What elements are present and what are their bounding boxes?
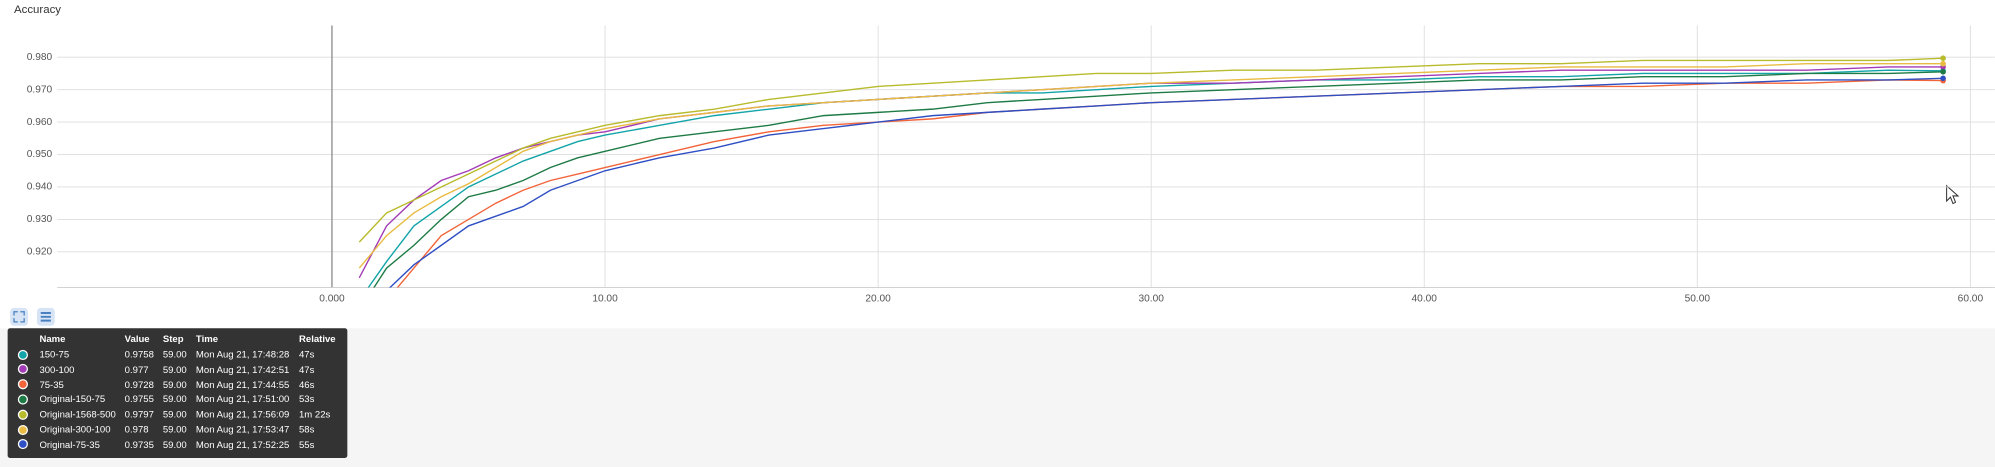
- relative: 1m 22s: [298, 408, 331, 421]
- mouse-cursor: [1946, 184, 1960, 205]
- time: Mon Aug 21, 17:52:25: [195, 438, 290, 451]
- x-tick-label: 0.000: [319, 294, 345, 305]
- time: Mon Aug 21, 17:44:55: [195, 378, 290, 391]
- series-swatch: [17, 349, 28, 360]
- fit-domain-button[interactable]: [10, 307, 28, 326]
- series-value: 0.9758: [124, 348, 154, 361]
- series-name: 150-75: [39, 348, 70, 361]
- time: Mon Aug 21, 17:48:28: [195, 348, 290, 361]
- y-tick-label: 0.980: [27, 52, 53, 63]
- x-tick-label: 60.00: [1958, 294, 1984, 305]
- end-point: [1940, 69, 1946, 75]
- series-swatch: [17, 439, 28, 450]
- y-tick-label: 0.970: [27, 84, 53, 95]
- relative: 58s: [298, 423, 315, 436]
- y-tick-label: 0.950: [27, 149, 53, 160]
- x-tick-label: 10.00: [592, 294, 618, 305]
- relative: 47s: [298, 348, 315, 361]
- y-tick-label: 0.930: [27, 214, 53, 225]
- series-name: Original-150-75: [39, 393, 106, 406]
- relative: 47s: [298, 363, 315, 376]
- relative: 53s: [298, 393, 315, 406]
- series-swatch: [17, 409, 28, 420]
- toggle-log-button[interactable]: [36, 307, 55, 326]
- y-tick-label: 0.940: [27, 182, 53, 193]
- column-header: Relative: [298, 333, 336, 345]
- plot-area: [57, 25, 1995, 288]
- series-name: Original-300-100: [39, 423, 111, 436]
- end-point: [1940, 55, 1946, 62]
- y-tick-label: 0.920: [27, 247, 53, 258]
- series-value: 0.9728: [124, 378, 154, 391]
- series-swatch: [17, 394, 28, 405]
- series-name: Original-1568-500: [39, 408, 116, 421]
- column-header: Value: [124, 333, 150, 345]
- column-header: Name: [39, 333, 66, 345]
- step: 59.00: [162, 408, 187, 421]
- series-name: 75-35: [39, 378, 64, 391]
- y-tick-label: 0.960: [27, 117, 53, 128]
- series-swatch: [17, 424, 28, 435]
- column-header: Time: [195, 333, 219, 345]
- relative: 55s: [298, 438, 315, 451]
- step: 59.00: [162, 393, 187, 406]
- series-value: 0.9735: [124, 438, 154, 451]
- series-swatch: [17, 364, 28, 375]
- step: 59.00: [162, 438, 187, 451]
- x-tick-label: 50.00: [1685, 294, 1711, 305]
- x-tick-label: 40.00: [1412, 294, 1438, 305]
- time: Mon Aug 21, 17:56:09: [195, 408, 290, 421]
- step: 59.00: [162, 378, 187, 391]
- series-name: 300-100: [39, 363, 75, 376]
- series-value: 0.9797: [124, 408, 154, 421]
- chart: Accuracy 0.920 0.930 0.940 0.950 0.960 0.970 0…: [14, 4, 1995, 305]
- column-header: Step: [162, 333, 184, 345]
- series-line: [373, 71, 1944, 288]
- step: 59.00: [162, 423, 187, 436]
- series-line: [358, 63, 1944, 269]
- end-point: [1940, 75, 1946, 82]
- x-tick-label: 20.00: [865, 294, 891, 305]
- x-tick-label: 30.00: [1138, 294, 1164, 305]
- time: Mon Aug 21, 17:51:00: [195, 393, 290, 406]
- series-swatch: [17, 379, 28, 390]
- series-name: Original-75-35: [39, 438, 100, 451]
- step: 59.00: [162, 363, 187, 376]
- end-point: [1940, 60, 1946, 67]
- series-line: [358, 57, 1944, 243]
- time: Mon Aug 21, 17:53:47: [195, 423, 290, 436]
- series-line: [388, 77, 1944, 288]
- series-value: 0.9755: [124, 393, 154, 406]
- chart-title: Accuracy: [14, 4, 61, 16]
- relative: 46s: [298, 378, 315, 391]
- time: Mon Aug 21, 17:42:51: [195, 363, 290, 376]
- series-value: 0.978: [124, 423, 149, 436]
- tooltip: Name Value Step Time Relative 150-75 0.9758 59.…: [7, 328, 348, 459]
- series-value: 0.977: [124, 363, 149, 376]
- step: 59.00: [162, 348, 187, 361]
